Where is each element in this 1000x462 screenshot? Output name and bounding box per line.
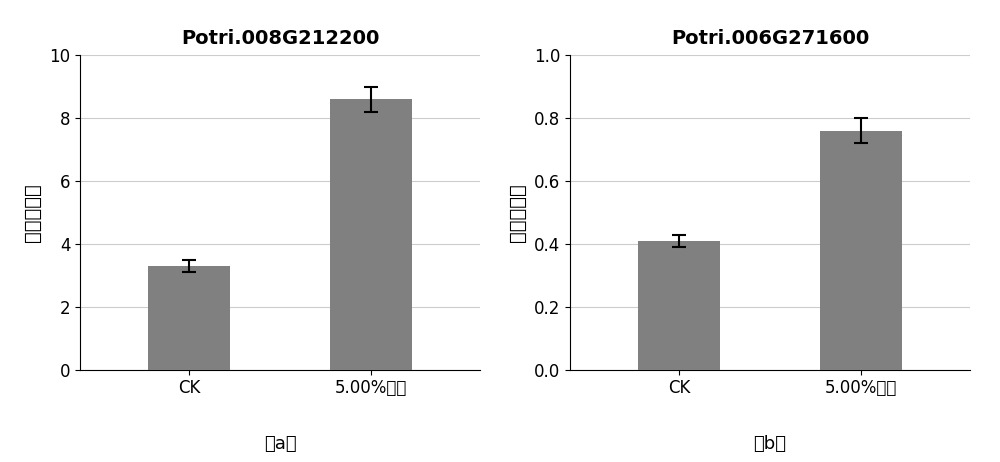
Title: Potri.008G212200: Potri.008G212200 (181, 29, 379, 49)
Bar (148, 266, 230, 370)
Title: Potri.006G271600: Potri.006G271600 (671, 29, 869, 49)
Text: （b）: （b） (754, 435, 786, 452)
Text: （a）: （a） (264, 435, 296, 452)
Y-axis label: 相对表达量: 相对表达量 (23, 183, 42, 242)
Bar (820, 131, 902, 370)
Bar (330, 99, 412, 370)
Bar (638, 241, 720, 370)
Y-axis label: 相对表达量: 相对表达量 (508, 183, 527, 242)
